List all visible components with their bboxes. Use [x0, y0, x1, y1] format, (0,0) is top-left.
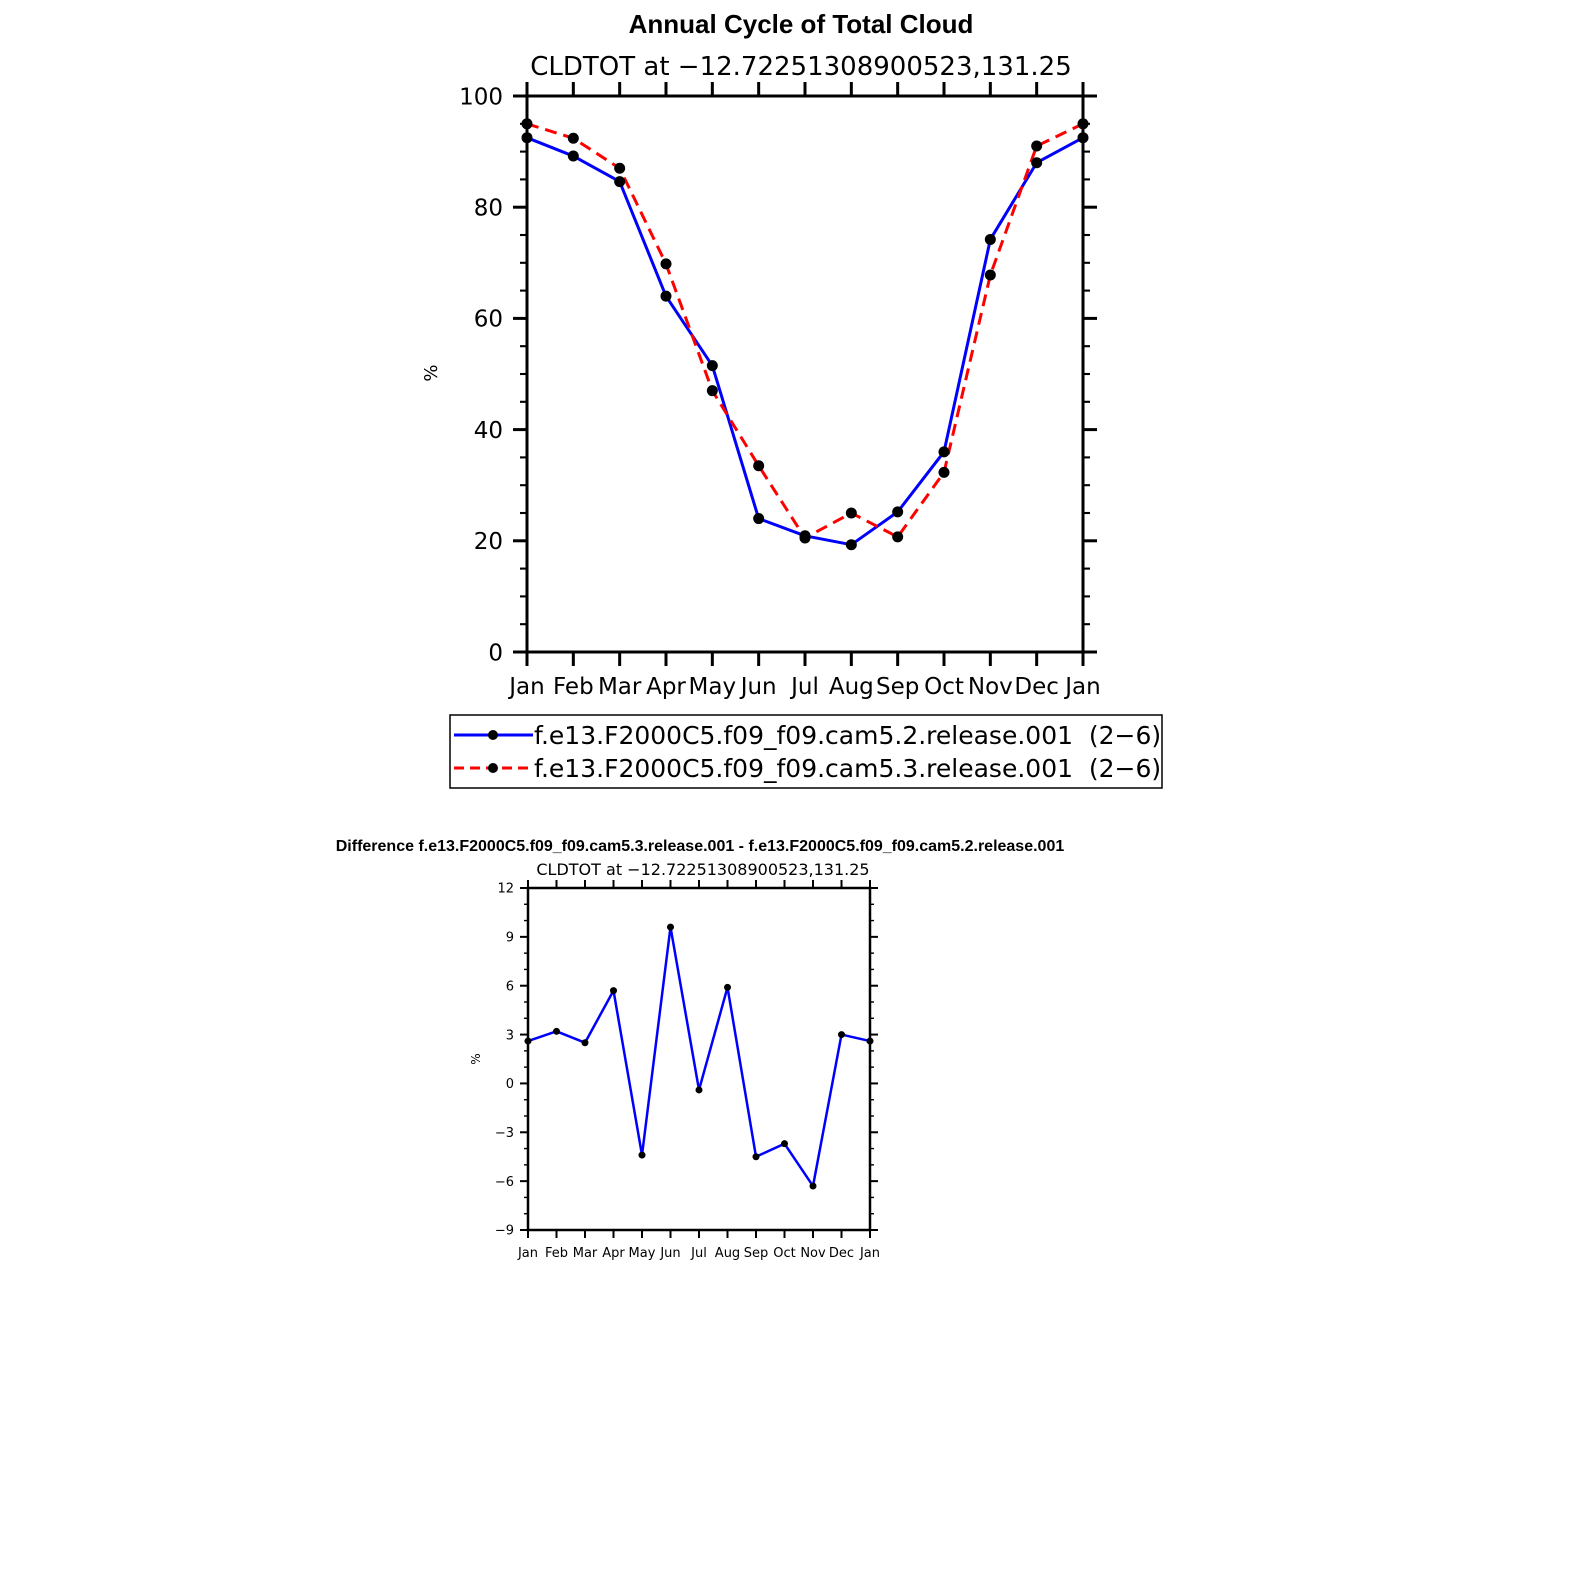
- chart1-series-line-1: [526, 122, 1084, 540]
- chart1-xtick-label: Mar: [598, 674, 642, 700]
- chart1-series-0-point: [984, 233, 996, 245]
- chart1-series-0-point: [660, 290, 672, 302]
- chart2-ylabel: %: [469, 1053, 483, 1064]
- chart1-xtick-label: May: [689, 674, 737, 700]
- chart2-ytick-label: −3: [495, 1126, 514, 1141]
- chart1-series-0-point: [614, 176, 626, 188]
- annual-cycle-chart: Annual Cycle of Total Cloud CLDTOT at −1…: [421, 9, 1101, 700]
- legend-entry-cam52: f.e13.F2000C5.f09_f09.cam5.2.release.001…: [454, 721, 1161, 750]
- chart1-series-0-point: [706, 360, 718, 372]
- chart2-series-0-point: [610, 987, 617, 995]
- chart2-subtitle: CLDTOT at −12.72251308900523,131.25: [536, 860, 869, 879]
- chart2-xtick-label: Feb: [545, 1246, 568, 1261]
- chart1-ytick-label: 40: [474, 418, 503, 444]
- chart2-xtick-label: Oct: [773, 1246, 795, 1261]
- chart2-series-0-point: [581, 1039, 589, 1047]
- chart2-series-0-point: [667, 923, 674, 931]
- chart1-xtick-label: Sep: [876, 674, 919, 700]
- chart2-ytick-label: −9: [495, 1224, 514, 1239]
- chart2-xtick-label: Mar: [573, 1246, 598, 1261]
- chart2-ytick-label: 12: [497, 882, 514, 897]
- chart1-subtitle: CLDTOT at −12.72251308900523,131.25: [530, 52, 1072, 82]
- chart2-ytick-label: 6: [506, 979, 514, 994]
- chart2-xtick-label: Nov: [800, 1246, 826, 1261]
- chart1-series-0-point: [567, 150, 579, 162]
- chart1-series-1-point: [984, 269, 996, 281]
- chart2-series-0-point: [838, 1031, 845, 1039]
- chart2-xtick-label: Apr: [602, 1246, 625, 1261]
- legend-entry-cam53: f.e13.F2000C5.f09_f09.cam5.3.release.001…: [454, 754, 1161, 783]
- chart1-series-line-0: [526, 136, 1084, 547]
- chart1-series-1-point: [799, 532, 811, 544]
- chart1-series-1-point: [753, 460, 765, 472]
- chart1-ytick-label: 100: [459, 84, 503, 110]
- legend-marker-cam52: [488, 730, 498, 740]
- legend-label-cam52: f.e13.F2000C5.f09_f09.cam5.2.release.001…: [534, 721, 1161, 750]
- chart1-series-0-point: [892, 506, 904, 518]
- chart1-series-1-point: [706, 385, 718, 397]
- chart2-ytick-label: 3: [506, 1028, 514, 1043]
- chart1-series-0-point: [938, 446, 950, 458]
- chart2-series-0-point: [752, 1153, 760, 1161]
- chart2-series-0-point: [695, 1086, 703, 1094]
- chart1-xtick-label: Jun: [739, 674, 777, 700]
- chart2-xtick-label: Jan: [859, 1246, 880, 1261]
- chart1-plot-frame: [525, 94, 1085, 654]
- chart1-title: Annual Cycle of Total Cloud: [629, 9, 974, 39]
- chart1-xtick-label: Aug: [829, 674, 874, 700]
- chart2-series-0-point: [724, 983, 731, 991]
- legend-label-cam53: f.e13.F2000C5.f09_f09.cam5.3.release.001…: [534, 754, 1161, 783]
- chart2-ytick-label: 0: [506, 1077, 514, 1092]
- chart2-series-0-point: [638, 1151, 646, 1159]
- chart1-series-1-point: [567, 132, 579, 144]
- chart2-series-0-point: [809, 1182, 817, 1190]
- chart1-xtick-label: Feb: [553, 674, 594, 700]
- chart1-xtick-label: Jan: [1063, 674, 1100, 700]
- chart1-series-1-point: [1031, 140, 1043, 152]
- chart1-series-1-point: [892, 531, 904, 543]
- chart1-series-1-point: [614, 162, 626, 174]
- chart2-xtick-label: Dec: [829, 1246, 854, 1261]
- chart1-xtick-label: Dec: [1014, 674, 1059, 700]
- chart1-ylabel: %: [421, 364, 442, 381]
- chart1-ytick-label: 60: [474, 307, 503, 333]
- chart1-xtick-label: Apr: [646, 674, 686, 700]
- chart2-ytick-label: 9: [506, 931, 514, 946]
- chart1-xtick-label: Nov: [968, 674, 1013, 700]
- chart1-series-1-point: [938, 466, 950, 478]
- chart1-series-0-point: [753, 513, 765, 525]
- chart1-xtick-label: Oct: [924, 674, 964, 700]
- chart2-xtick-label: Jun: [659, 1246, 680, 1261]
- chart2-xtick-label: Jul: [690, 1246, 707, 1261]
- chart2-xtick-label: Aug: [715, 1246, 740, 1261]
- chart2-series-0-point: [553, 1027, 560, 1035]
- chart2-xtick-label: Jan: [517, 1246, 538, 1261]
- legend-marker-cam53: [488, 763, 498, 773]
- chart2-xtick-label: Sep: [744, 1246, 769, 1261]
- chart1-xtick-label: Jan: [507, 674, 544, 700]
- chart2-ytick-label: −6: [495, 1175, 514, 1190]
- chart1-ytick-label: 80: [474, 195, 503, 221]
- legend-box: [449, 714, 1163, 789]
- chart1-series-1-point: [660, 258, 672, 270]
- chart1-xtick-label: Jul: [789, 674, 819, 700]
- chart1-series-1-point: [845, 507, 857, 519]
- chart2-xtick-label: May: [629, 1246, 656, 1261]
- chart1-series-0-point: [845, 539, 857, 551]
- chart2-series-line-0: [527, 925, 871, 1188]
- chart2-title: Difference f.e13.F2000C5.f09_f09.cam5.3.…: [336, 838, 1065, 855]
- chart1-series-0-point: [1031, 157, 1043, 169]
- chart1-ytick-label: 20: [474, 529, 503, 555]
- chart2-series-0-point: [781, 1140, 788, 1148]
- chart1-ytick-label: 0: [488, 640, 503, 666]
- chart2-plot-frame: [526, 886, 872, 1232]
- difference-chart: Difference f.e13.F2000C5.f09_f09.cam5.3.…: [336, 838, 1065, 1261]
- chart1-legend: f.e13.F2000C5.f09_f09.cam5.2.release.001…: [449, 714, 1163, 789]
